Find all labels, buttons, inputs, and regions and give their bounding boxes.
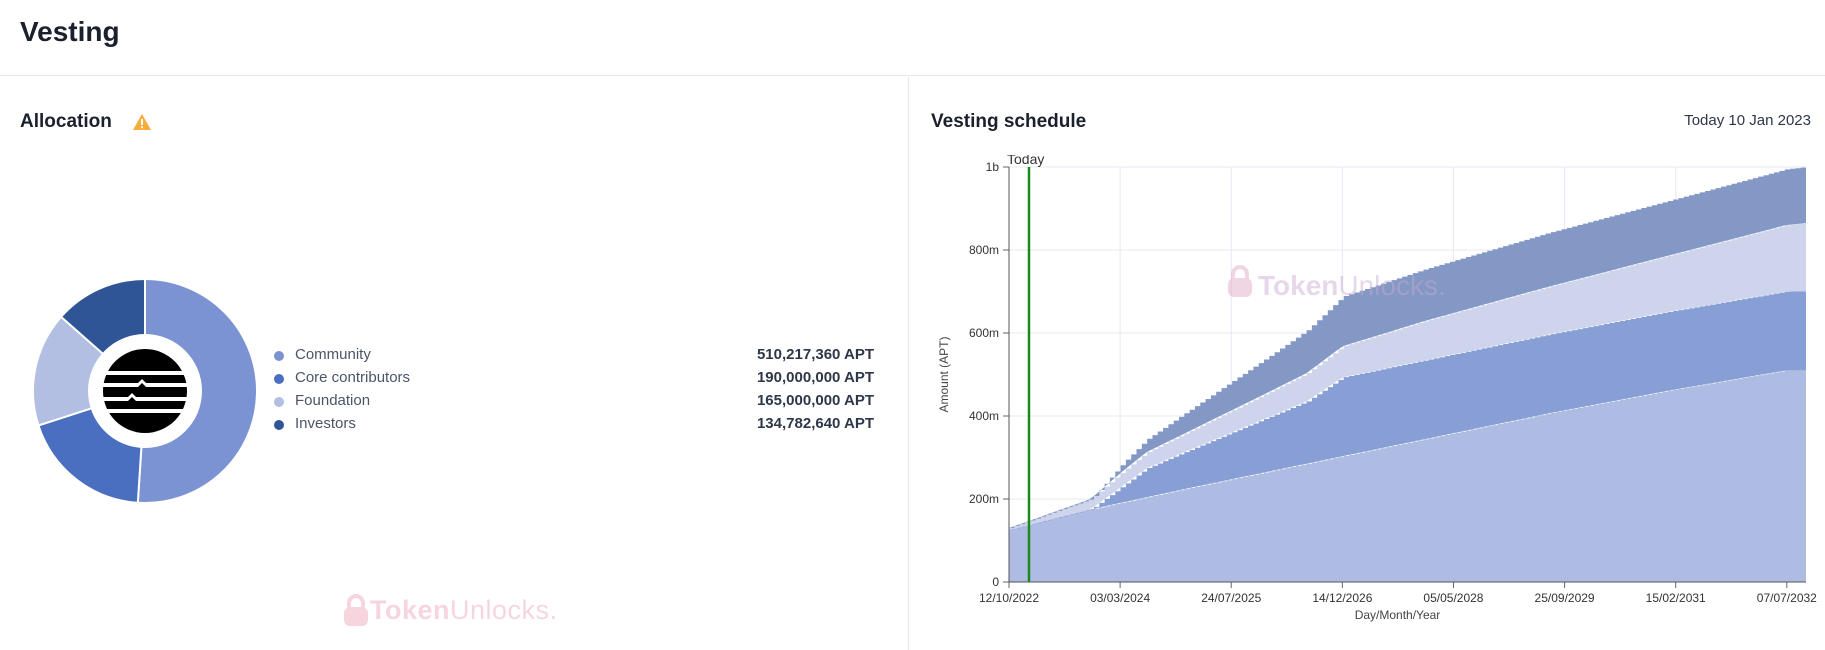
- legend-label: Foundation: [295, 392, 371, 409]
- legend-label: Community: [295, 346, 371, 363]
- area-series-core-contributors[interactable]: [1009, 291, 1806, 531]
- x-tick-label: 12/10/2022: [979, 591, 1039, 605]
- x-tick-label: 05/05/2028: [1423, 591, 1483, 605]
- area-series-investors[interactable]: [1009, 167, 1806, 529]
- x-tick-label: 14/12/2026: [1312, 591, 1372, 605]
- x-axis-label: Day/Month/Year: [1355, 608, 1441, 622]
- legend-value: 165,000,000 APT: [756, 392, 874, 409]
- lock-icon: [344, 594, 368, 626]
- chart-watermark: TokenUnlocks.: [1228, 265, 1446, 301]
- area-series-community[interactable]: [1009, 370, 1806, 582]
- legend-item-community[interactable]: Community 510,217,360 APT: [274, 345, 874, 368]
- vesting-schedule-title: Vesting schedule: [931, 111, 1087, 132]
- allocation-legend: Community 510,217,360 APT Core contribut…: [274, 345, 874, 437]
- allocation-title: Allocation: [20, 111, 112, 132]
- legend-dot-investors: [274, 420, 284, 430]
- today-date-label: Today 10 Jan 2023: [1684, 112, 1811, 129]
- lock-body: [1228, 278, 1252, 297]
- allocation-donut-chart[interactable]: [30, 276, 260, 506]
- y-tick-label: 800m: [969, 243, 999, 257]
- watermark-text: TokenUnlocks.: [370, 594, 558, 625]
- vesting-schedule-chart[interactable]: TokenUnlocks. 0 200m 400m 600m 800m 1b 12/10/2…: [910, 155, 1825, 650]
- y-axis-label: Amount (APT): [937, 336, 951, 412]
- warning-triangle-icon[interactable]: [132, 113, 152, 131]
- x-tick-label: 25/09/2029: [1535, 591, 1595, 605]
- aptos-logo-icon: [100, 349, 190, 433]
- legend-dot-foundation: [274, 397, 284, 407]
- legend-value: 134,782,640 APT: [756, 415, 874, 432]
- y-tick-label: 1b: [986, 160, 1000, 174]
- vesting-schedule-panel: Vesting schedule Today 10 Jan 2023 Token…: [910, 77, 1825, 650]
- allocation-panel: Allocation Community 510,217,360 APT Cor…: [0, 77, 909, 650]
- y-tick-label: 0: [992, 575, 999, 589]
- y-tick-label: 400m: [969, 409, 999, 423]
- today-marker-label: Today: [1007, 155, 1044, 167]
- y-tick-label: 200m: [969, 492, 999, 506]
- legend-item-foundation[interactable]: Foundation 165,000,000 APT: [274, 391, 874, 414]
- lock-icon: [1231, 265, 1249, 279]
- x-tick-label: 03/03/2024: [1090, 591, 1150, 605]
- legend-value: 190,000,000 APT: [756, 369, 874, 386]
- legend-label: Investors: [295, 415, 356, 432]
- tokenunlocks-watermark: TokenUnlocks.: [342, 593, 558, 627]
- page-header: Vesting: [0, 0, 1825, 76]
- x-tick-label: 15/02/2031: [1646, 591, 1706, 605]
- legend-item-investors[interactable]: Investors 134,782,640 APT: [274, 414, 874, 437]
- y-tick-label: 600m: [969, 326, 999, 340]
- legend-dot-community: [274, 351, 284, 361]
- page-title: Vesting: [20, 16, 120, 47]
- legend-item-core-contributors[interactable]: Core contributors 190,000,000 APT: [274, 368, 874, 391]
- legend-dot-core-contributors: [274, 374, 284, 384]
- x-tick-label: 24/07/2025: [1201, 591, 1261, 605]
- legend-label: Core contributors: [295, 369, 411, 386]
- legend-value: 510,217,360 APT: [756, 346, 874, 363]
- x-tick-label: 07/07/2032: [1757, 591, 1817, 605]
- watermark-text: TokenUnlocks.: [1258, 270, 1446, 301]
- area-series-foundation[interactable]: [1009, 223, 1806, 531]
